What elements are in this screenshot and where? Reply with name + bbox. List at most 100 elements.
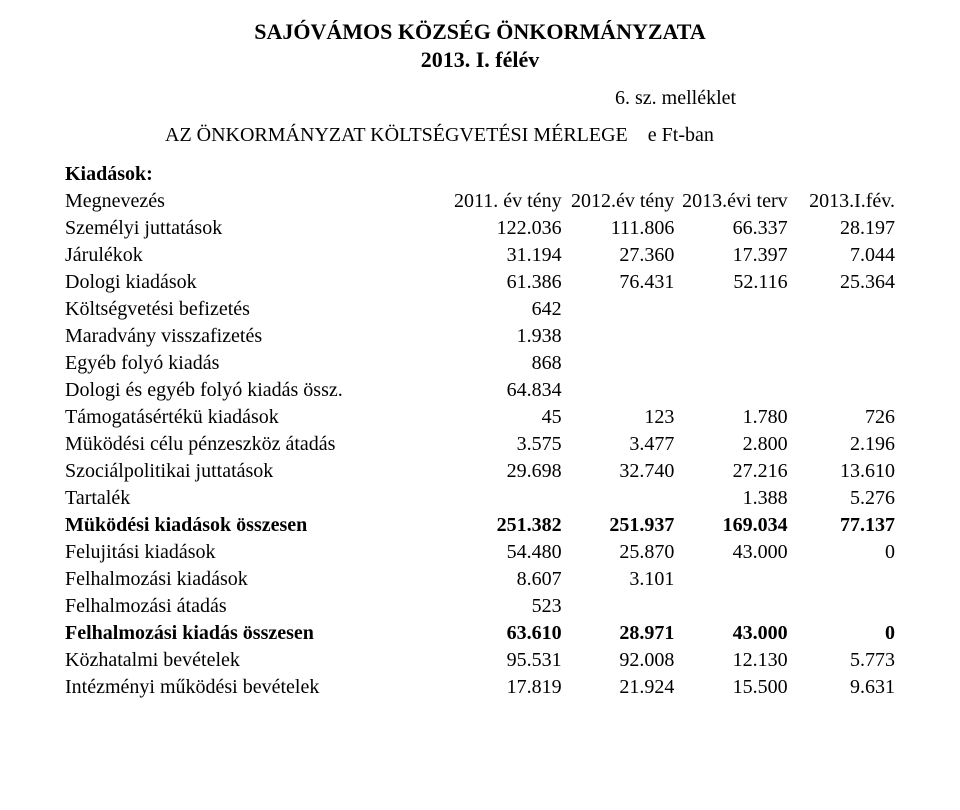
row-value: 52.116 xyxy=(674,269,787,296)
row-label: Felhalmozási átadás xyxy=(65,593,446,620)
table-row: Dologi kiadások61.38676.43152.11625.364 xyxy=(65,269,895,296)
table-row: Felujitási kiadások54.48025.87043.0000 xyxy=(65,539,895,566)
row-value: 77.137 xyxy=(788,512,895,539)
row-value xyxy=(446,485,561,512)
row-value xyxy=(674,350,787,377)
row-value: 32.740 xyxy=(562,458,675,485)
row-value xyxy=(674,593,787,620)
row-value: 43.000 xyxy=(674,539,787,566)
row-value: 7.044 xyxy=(788,242,895,269)
row-value: 3.101 xyxy=(562,566,675,593)
subtitle: AZ ÖNKORMÁNYZAT KÖLTSÉGVETÉSI MÉRLEGE e … xyxy=(165,124,895,147)
row-value: 726 xyxy=(788,404,895,431)
row-value: 28.197 xyxy=(788,215,895,242)
row-value xyxy=(788,323,895,350)
row-value: 1.938 xyxy=(446,323,561,350)
row-value: 169.034 xyxy=(674,512,787,539)
row-label: Egyéb folyó kiadás xyxy=(65,350,446,377)
row-value: 111.806 xyxy=(562,215,675,242)
row-value: 27.216 xyxy=(674,458,787,485)
row-value: 5.276 xyxy=(788,485,895,512)
row-label: Felujitási kiadások xyxy=(65,539,446,566)
table-row: Dologi és egyéb folyó kiadás össz.64.834 xyxy=(65,377,895,404)
table-row: Felhalmozási átadás523 xyxy=(65,593,895,620)
row-label: Tartalék xyxy=(65,485,446,512)
row-value xyxy=(562,593,675,620)
row-label: Müködési kiadások összesen xyxy=(65,512,446,539)
row-value xyxy=(788,566,895,593)
page-title: SAJÓVÁMOS KÖZSÉG ÖNKORMÁNYZATA 2013. I. … xyxy=(65,18,895,73)
row-value: 43.000 xyxy=(674,620,787,647)
row-value: 5.773 xyxy=(788,647,895,674)
row-value xyxy=(788,377,895,404)
title-line2: 2013. I. félév xyxy=(421,47,540,72)
row-value: 251.382 xyxy=(446,512,561,539)
table-row: Személyi juttatások122.036111.80666.3372… xyxy=(65,215,895,242)
row-value: 3.575 xyxy=(446,431,561,458)
row-value: 1.388 xyxy=(674,485,787,512)
header-col-2011: 2011. év tény xyxy=(446,188,561,215)
header-col-2013-fev: 2013.I.fév. xyxy=(788,188,895,215)
budget-table: Megnevezés 2011. év tény 2012.év tény 20… xyxy=(65,188,895,701)
row-value: 17.819 xyxy=(446,674,561,701)
table-row: Müködési kiadások összesen251.382251.937… xyxy=(65,512,895,539)
row-value: 25.364 xyxy=(788,269,895,296)
row-label: Költségvetési befizetés xyxy=(65,296,446,323)
row-value xyxy=(562,350,675,377)
table-row: Tartalék 1.3885.276 xyxy=(65,485,895,512)
row-label: Felhalmozási kiadások xyxy=(65,566,446,593)
row-value: 12.130 xyxy=(674,647,787,674)
table-row: Közhatalmi bevételek95.53192.00812.1305.… xyxy=(65,647,895,674)
subtitle-right: e Ft-ban xyxy=(648,124,714,146)
attachment-label: 6. sz. melléklet xyxy=(615,87,895,110)
row-label: Támogatásértékü kiadások xyxy=(65,404,446,431)
row-value: 63.610 xyxy=(446,620,561,647)
row-value xyxy=(674,566,787,593)
table-row: Felhalmozási kiadás összesen63.61028.971… xyxy=(65,620,895,647)
row-label: Maradvány visszafizetés xyxy=(65,323,446,350)
table-row: Maradvány visszafizetés1.938 xyxy=(65,323,895,350)
row-label: Dologi és egyéb folyó kiadás össz. xyxy=(65,377,446,404)
row-value: 66.337 xyxy=(674,215,787,242)
row-value: 15.500 xyxy=(674,674,787,701)
title-line1: SAJÓVÁMOS KÖZSÉG ÖNKORMÁNYZATA xyxy=(254,19,705,44)
row-value: 95.531 xyxy=(446,647,561,674)
row-value xyxy=(562,296,675,323)
row-value: 54.480 xyxy=(446,539,561,566)
row-label: Személyi juttatások xyxy=(65,215,446,242)
table-row: Felhalmozási kiadások8.6073.101 xyxy=(65,566,895,593)
row-value: 76.431 xyxy=(562,269,675,296)
table-row: Szociálpolitikai juttatások29.69832.7402… xyxy=(65,458,895,485)
row-value: 61.386 xyxy=(446,269,561,296)
header-label: Megnevezés xyxy=(65,188,446,215)
table-row: Költségvetési befizetés642 xyxy=(65,296,895,323)
row-value: 9.631 xyxy=(788,674,895,701)
row-value xyxy=(562,377,675,404)
row-value: 25.870 xyxy=(562,539,675,566)
row-value xyxy=(674,377,787,404)
table-row: Müködési célu pénzeszköz átadás3.5753.47… xyxy=(65,431,895,458)
table-row: Intézményi működési bevételek17.81921.92… xyxy=(65,674,895,701)
row-value xyxy=(562,323,675,350)
row-value: 122.036 xyxy=(446,215,561,242)
row-label: Járulékok xyxy=(65,242,446,269)
header-col-2012: 2012.év tény xyxy=(562,188,675,215)
row-value: 2.800 xyxy=(674,431,787,458)
row-value: 868 xyxy=(446,350,561,377)
row-value: 0 xyxy=(788,620,895,647)
row-value xyxy=(788,593,895,620)
row-value xyxy=(788,350,895,377)
header-col-2013-terv: 2013.évi terv xyxy=(674,188,787,215)
table-row: Járulékok31.19427.36017.3977.044 xyxy=(65,242,895,269)
row-value: 92.008 xyxy=(562,647,675,674)
table-row: Egyéb folyó kiadás868 xyxy=(65,350,895,377)
row-value: 13.610 xyxy=(788,458,895,485)
row-label: Szociálpolitikai juttatások xyxy=(65,458,446,485)
row-value: 64.834 xyxy=(446,377,561,404)
row-label: Felhalmozási kiadás összesen xyxy=(65,620,446,647)
row-value xyxy=(674,323,787,350)
row-value: 17.397 xyxy=(674,242,787,269)
row-value: 28.971 xyxy=(562,620,675,647)
row-value: 0 xyxy=(788,539,895,566)
row-label: Közhatalmi bevételek xyxy=(65,647,446,674)
